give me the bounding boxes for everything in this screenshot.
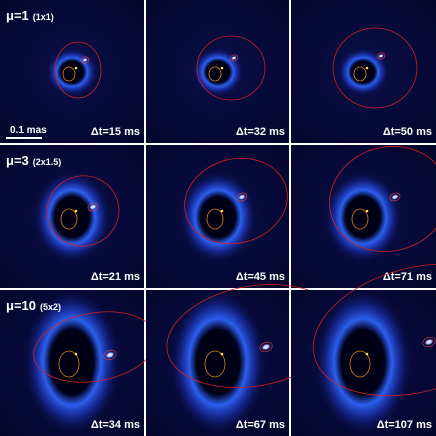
source-ring xyxy=(259,341,273,353)
row-label: μ=10 (5x2) xyxy=(6,298,61,313)
panel: Δt=71 ms xyxy=(291,145,436,288)
inner-loop xyxy=(349,350,371,378)
size-label: (5x2) xyxy=(40,302,61,312)
mu-label: μ=3 xyxy=(6,153,29,168)
time-label: Δt=67 ms xyxy=(236,419,285,431)
inner-loop xyxy=(62,66,76,82)
row-label: μ=1 (1x1) xyxy=(6,8,54,23)
lens-point xyxy=(220,209,224,213)
time-label: Δt=21 ms xyxy=(91,271,140,283)
source-image xyxy=(82,57,88,63)
source-image xyxy=(424,338,434,346)
source-image xyxy=(391,194,399,200)
source-image xyxy=(231,55,237,61)
orbit xyxy=(46,175,120,247)
lens-glow xyxy=(24,290,120,434)
lens-point xyxy=(365,209,369,213)
source-ring xyxy=(87,202,99,212)
orbit xyxy=(184,157,288,245)
time-label: Δt=34 ms xyxy=(91,419,140,431)
lens-point xyxy=(365,352,369,356)
time-label: Δt=71 ms xyxy=(383,271,432,283)
inner-loop xyxy=(208,66,222,82)
source-image xyxy=(89,204,97,210)
source-image xyxy=(378,53,384,59)
orbit xyxy=(312,263,436,397)
lens-glow xyxy=(179,172,257,262)
lens-point xyxy=(220,352,224,356)
inner-loop xyxy=(204,350,226,378)
panel: Δt=32 ms xyxy=(146,0,289,143)
source-ring xyxy=(229,54,239,62)
source-image xyxy=(238,194,246,200)
panel: Δt=107 ms xyxy=(291,263,436,436)
mu-label: μ=1 xyxy=(6,8,29,23)
mu-label: μ=10 xyxy=(6,298,36,313)
orbit xyxy=(329,146,436,252)
panel: Δt=34 ms μ=10 (5x2) xyxy=(0,290,157,436)
row-label: μ=3 (2x1.5) xyxy=(6,153,61,168)
lens-glow xyxy=(315,290,411,434)
source-ring xyxy=(422,336,436,348)
source-ring xyxy=(389,192,401,202)
source-image xyxy=(105,351,115,359)
source-ring xyxy=(236,192,248,202)
inner-loop xyxy=(206,208,224,230)
inner-loop xyxy=(353,66,367,82)
lens-point xyxy=(74,209,78,213)
inner-loop xyxy=(60,208,78,230)
inner-loop xyxy=(58,350,80,378)
inner-loop xyxy=(351,208,369,230)
source-ring xyxy=(103,349,117,361)
orbit xyxy=(332,27,418,109)
orbit xyxy=(196,35,266,101)
lens-glow xyxy=(170,290,266,434)
panel: Δt=45 ms xyxy=(146,145,289,288)
panel: Δt=15 ms μ=1 (1x1) 0.1 mas xyxy=(0,0,144,143)
time-label: Δt=45 ms xyxy=(236,271,285,283)
lens-point xyxy=(365,66,369,70)
panel: Δt=21 ms μ=3 (2x1.5) xyxy=(0,145,144,288)
lens-glow xyxy=(324,172,402,262)
orbit xyxy=(54,41,102,99)
lens-point xyxy=(74,66,78,70)
source-ring xyxy=(80,56,90,64)
source-image xyxy=(261,343,271,351)
panel: Δt=50 ms xyxy=(291,0,436,143)
time-label: Δt=107 ms xyxy=(377,419,432,431)
lens-point xyxy=(74,352,78,356)
time-label: Δt=15 ms xyxy=(91,126,140,138)
lens-glow xyxy=(33,172,111,262)
lens-point xyxy=(220,66,224,70)
scale-label: 0.1 mas xyxy=(10,125,47,136)
panel: Δt=67 ms xyxy=(146,284,342,436)
size-label: (1x1) xyxy=(33,12,54,22)
lens-glow xyxy=(337,48,389,96)
source-ring xyxy=(376,52,386,60)
time-label: Δt=32 ms xyxy=(236,126,285,138)
time-label: Δt=50 ms xyxy=(383,126,432,138)
size-label: (2x1.5) xyxy=(33,157,62,167)
lens-glow xyxy=(46,48,98,96)
